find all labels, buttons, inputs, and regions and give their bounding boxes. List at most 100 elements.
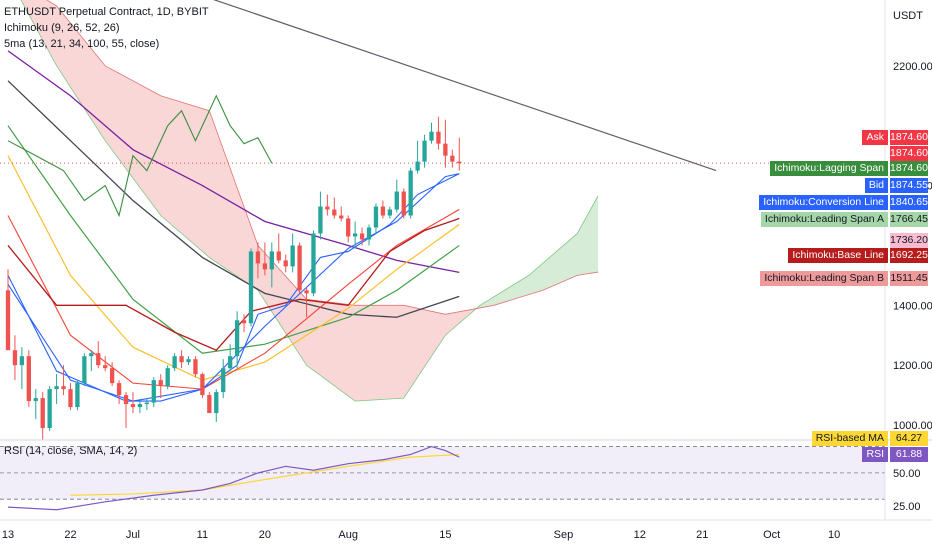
- candle-body: [311, 233, 316, 294]
- leading-span-b-line: [46, 0, 599, 315]
- candle-2022-06-27: [103, 356, 108, 372]
- currency-label: USDT: [893, 10, 923, 22]
- candle-body: [12, 350, 18, 366]
- price-tick: 1200.00: [893, 360, 932, 372]
- candle-2022-08-17: [457, 137, 462, 171]
- candle-body: [82, 356, 87, 384]
- candle-2022-08-02: [352, 221, 358, 249]
- candle-2022-07-31: [339, 206, 344, 222]
- price-tag-value: 1840.65: [890, 195, 928, 210]
- rsi-tag-value: 64.27: [890, 431, 928, 446]
- candle-body: [255, 251, 261, 264]
- candle-body: [429, 131, 434, 141]
- candle-2022-06-23: [75, 380, 80, 411]
- candle-body: [297, 245, 302, 291]
- candle-body: [5, 290, 11, 351]
- candle-body: [109, 368, 115, 384]
- candle-2022-08-10: [408, 167, 413, 219]
- candle-2022-08-08: [394, 179, 399, 213]
- price-tick: 1400.00: [893, 300, 932, 312]
- candle-2022-06-25: [89, 350, 94, 372]
- candle-2022-07-15: [228, 344, 233, 372]
- candle-body: [366, 227, 372, 240]
- candle-2022-06-29: [116, 380, 122, 405]
- candle-body: [359, 233, 365, 240]
- rsi-tag-name: RSI-based MA: [811, 431, 888, 446]
- candle-body: [408, 170, 413, 216]
- candle-2022-08-13: [429, 122, 434, 144]
- sma-55-line: [7, 125, 460, 354]
- candle-2022-06-18: [40, 392, 45, 440]
- price-tag-value: 1511.45: [890, 271, 928, 286]
- candle-2022-07-24: [290, 233, 295, 273]
- candle-body: [75, 383, 80, 408]
- candle-2022-08-06: [380, 200, 386, 219]
- candle-2022-07-19: [255, 242, 261, 279]
- candle-body: [89, 353, 94, 357]
- rsi-pane: [0, 445, 885, 511]
- candle-body: [436, 131, 441, 144]
- candle-body: [269, 251, 274, 270]
- candle-2022-07-03: [144, 398, 150, 411]
- price-tag-name: Ichimoku:Conversion Line: [759, 195, 888, 210]
- candle-body: [137, 404, 143, 408]
- rsi-tag-value: 61.88: [890, 447, 928, 462]
- candle-2022-07-26: [304, 287, 309, 318]
- price-tag-value: 1766.45: [890, 212, 928, 227]
- candle-body: [276, 251, 281, 261]
- candle-body: [40, 398, 45, 429]
- candle-body: [339, 215, 344, 219]
- candle-body: [172, 356, 177, 369]
- candle-body: [234, 320, 240, 357]
- candle-body: [214, 392, 219, 414]
- candle-body: [26, 356, 31, 402]
- candle-2022-06-16: [26, 350, 31, 408]
- candle-body: [200, 374, 205, 396]
- price-tag-name: Ichimoku:Lagging Span: [770, 161, 888, 176]
- trendline: [213, 0, 717, 172]
- candle-2022-08-03: [359, 227, 365, 246]
- time-tick: 15: [439, 529, 451, 541]
- price-tag-value: 1692.25: [890, 248, 928, 263]
- candle-2022-07-17: [241, 314, 247, 333]
- candle-body: [457, 161, 462, 164]
- candle-body: [450, 155, 455, 162]
- sma-legend[interactable]: 5ma (13, 21, 34, 100, 55, close): [4, 38, 160, 50]
- candle-2022-07-12: [207, 392, 212, 414]
- price-tag-name: Ichimoku:Leading Span B: [760, 271, 888, 286]
- candle-body: [33, 398, 38, 402]
- candle-2022-08-11: [415, 140, 420, 174]
- time-tick: 13: [2, 529, 14, 541]
- candle-body: [248, 251, 254, 324]
- candle-2022-06-17: [33, 389, 38, 420]
- price-tag-name: Bid: [864, 178, 888, 193]
- sma-100-line: [7, 50, 460, 274]
- candle-2022-08-04: [366, 224, 372, 246]
- candle-2022-07-14: [221, 359, 226, 399]
- time-tick: 12: [634, 529, 646, 541]
- cloud-segment-1: [473, 195, 599, 312]
- candle-2022-08-07: [387, 206, 392, 219]
- candle-body: [415, 161, 420, 171]
- candle-2022-07-27: [311, 230, 316, 297]
- candle-body: [241, 320, 247, 324]
- candle-body: [61, 386, 66, 390]
- ichimoku-legend[interactable]: Ichimoku (9, 26, 52, 26): [4, 22, 120, 34]
- candle-body: [387, 209, 392, 216]
- time-tick: Sep: [554, 529, 574, 541]
- candle-body: [283, 260, 288, 267]
- candle-2022-07-11: [200, 372, 205, 399]
- candle-2022-06-15: [19, 347, 25, 390]
- candle-body: [207, 395, 212, 414]
- candle-body: [262, 263, 268, 270]
- rsi-legend[interactable]: RSI (14, close, SMA, 14, 2): [4, 445, 138, 457]
- candle-body: [47, 389, 52, 429]
- candle-2022-07-21: [269, 242, 274, 288]
- candle-body: [394, 191, 399, 210]
- candle-2022-08-09: [401, 188, 406, 219]
- sma-13-line: [7, 173, 460, 402]
- candle-2022-08-16: [450, 149, 455, 168]
- candle-2022-07-23: [283, 254, 288, 273]
- candle-2022-07-06: [165, 365, 170, 390]
